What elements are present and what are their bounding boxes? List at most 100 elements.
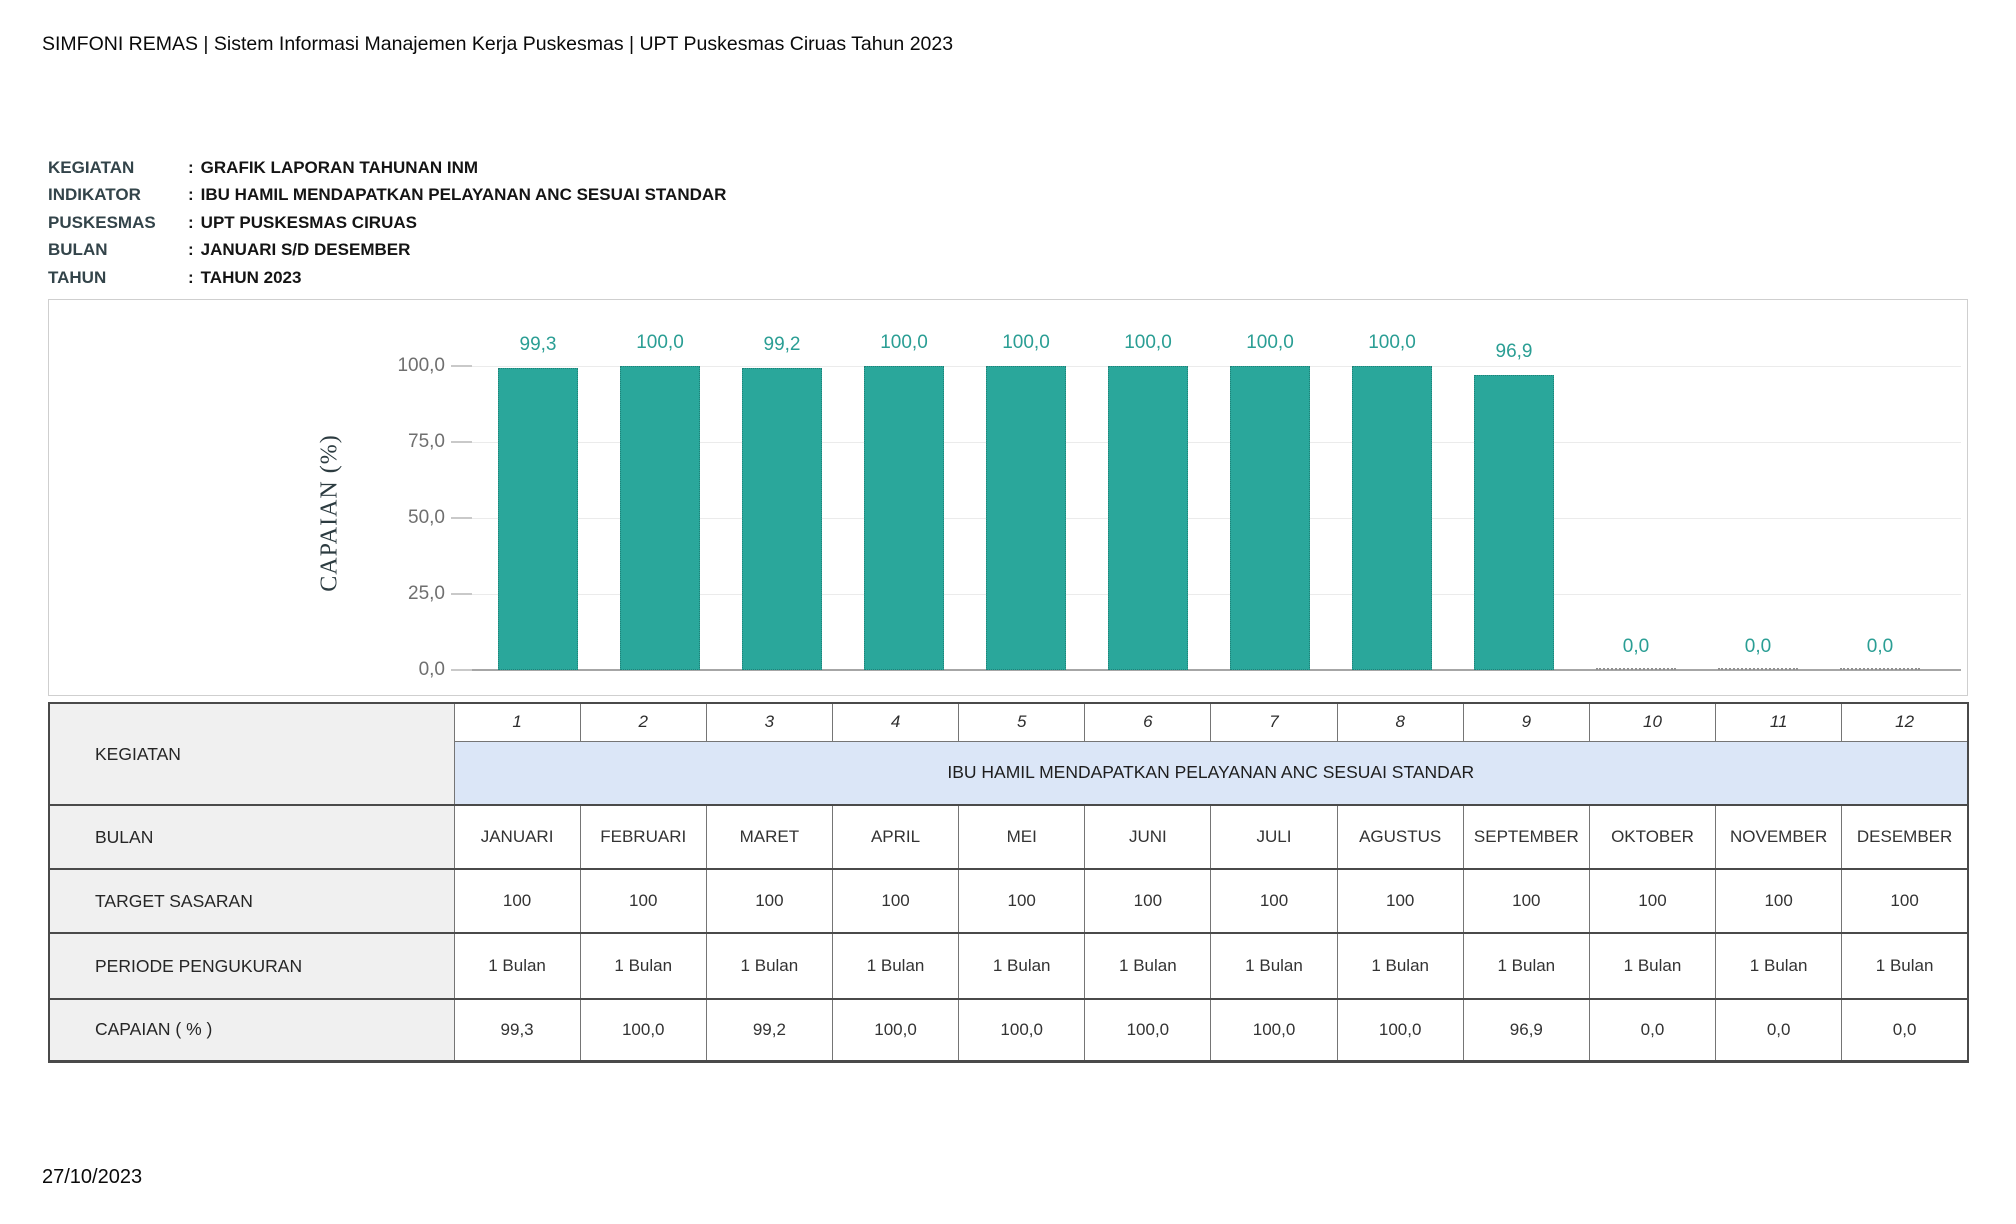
report-table: KEGIATAN 1 2 3 4 5 6 7 8 9 10 11 12 IBU HAMIL MENDA…: [48, 702, 1969, 1063]
y-tick-mark: [451, 517, 472, 519]
y-tick-label: 0,0: [418, 659, 445, 680]
y-tick-mark: [451, 441, 472, 443]
meta-label: BULAN: [48, 240, 108, 260]
row-label-bulan: BULAN: [48, 804, 455, 870]
y-tick-label: 75,0: [408, 431, 445, 452]
bar: [986, 366, 1066, 670]
bar: [742, 368, 822, 670]
bar-value-label: 100,0: [1246, 332, 1294, 353]
y-tick-mark: [451, 365, 472, 367]
meta-label: TAHUN: [48, 267, 107, 287]
table-cell: 1 Bulan: [1462, 932, 1590, 1000]
table-cell: 100: [1715, 868, 1843, 934]
column-number-cell: 12: [1841, 702, 1969, 742]
bar: [1230, 366, 1310, 670]
bar-value-label: 100,0: [1368, 332, 1416, 353]
row-label-periode-pengukuran: PERIODE PENGUKURAN: [48, 932, 455, 1000]
table-cell: 100: [1336, 868, 1464, 934]
bar-value-label: 99,3: [519, 334, 557, 355]
table-cell: 1 Bulan: [958, 932, 1086, 1000]
column-number-cell: 6: [1084, 702, 1212, 742]
table-cell: APRIL: [831, 804, 960, 870]
bar-value-label: 100,0: [1002, 332, 1050, 353]
bar-value-label: 100,0: [1124, 332, 1172, 353]
table-row-capaian: CAPAIAN ( % ) 99,3 100,0 99,2 100,0 100,0 100…: [48, 998, 1969, 1062]
table-cell: 100,0: [831, 998, 960, 1062]
bar: [1474, 375, 1554, 670]
table-cell: NOVEMBER: [1715, 804, 1843, 870]
table-row-target: TARGET SASARAN 100 100 100 100 100 100 100 100 1…: [48, 868, 1969, 934]
meta-row-indikator: INDIKATOR : IBU HAMIL MENDAPATKAN PELAYA…: [48, 182, 726, 210]
table-cell: 1 Bulan: [1336, 932, 1464, 1000]
column-number-cell: 5: [958, 702, 1086, 742]
table-cell: 100,0: [958, 998, 1086, 1062]
meta-colon: :: [188, 240, 194, 260]
bar-value-label: 0,0: [1866, 636, 1894, 657]
zero-bar-marker: [1718, 668, 1798, 670]
column-number-cell: 4: [831, 702, 960, 742]
table-cell: 100: [1210, 868, 1338, 934]
table-cell: 100: [1084, 868, 1212, 934]
column-number-cell: 10: [1588, 702, 1717, 742]
chart-plot: 100,0 75,0 50,0 25,0 0,0 99,3 100,0 99,2 100,0 10…: [49, 300, 1967, 695]
bar-value-label: 100,0: [636, 332, 684, 353]
meta-value: UPT PUSKESMAS CIRUAS: [200, 212, 417, 232]
table-cell: JULI: [1210, 804, 1338, 870]
column-number-cell: 8: [1336, 702, 1464, 742]
y-tick-mark: [451, 593, 472, 595]
table-cell: 100: [579, 868, 707, 934]
column-number-cell: 11: [1715, 702, 1843, 742]
bar-value-label: 96,9: [1495, 341, 1533, 362]
meta-row-tahun: TAHUN : TAHUN 2023: [48, 264, 726, 292]
table-row-numbers: KEGIATAN 1 2 3 4 5 6 7 8 9 10 11 12: [48, 702, 1969, 806]
row-label-target-sasaran: TARGET SASARAN: [48, 868, 455, 934]
gridline: [472, 669, 1961, 671]
table-cell: 100,0: [1084, 998, 1212, 1062]
table-row-bulan: BULAN JANUARI FEBRUARI MARET APRIL MEI JUNI JU…: [48, 804, 1969, 870]
meta-colon: :: [188, 185, 194, 205]
table-cell: DESEMBER: [1841, 804, 1969, 870]
table-cell: 1 Bulan: [1715, 932, 1843, 1000]
table-cell: 100: [958, 868, 1086, 934]
meta-value: JANUARI S/D DESEMBER: [200, 240, 411, 260]
table-cell: 100,0: [1210, 998, 1338, 1062]
meta-row-bulan: BULAN : JANUARI S/D DESEMBER: [48, 237, 726, 265]
bar-value-label: 0,0: [1744, 636, 1772, 657]
table-cell: 1 Bulan: [1588, 932, 1717, 1000]
table-cell: 1 Bulan: [453, 932, 581, 1000]
table-cell: 100,0: [579, 998, 707, 1062]
bar: [864, 366, 944, 670]
table-cell: 100: [831, 868, 960, 934]
column-number-cell: 9: [1462, 702, 1590, 742]
y-tick-label: 100,0: [397, 355, 445, 376]
table-cell: OKTOBER: [1588, 804, 1717, 870]
table-cell: 1 Bulan: [1210, 932, 1338, 1000]
bar: [620, 366, 700, 670]
table-cell: 100,0: [1336, 998, 1464, 1062]
row-label-capaian: CAPAIAN ( % ): [48, 998, 455, 1062]
table-cell: JANUARI: [453, 804, 581, 870]
indicator-cell: IBU HAMIL MENDAPATKAN PELAYANAN ANC SESU…: [453, 740, 1969, 806]
table-cell: FEBRUARI: [579, 804, 707, 870]
meta-value: TAHUN 2023: [200, 267, 302, 287]
footer-date: 27/10/2023: [42, 1166, 143, 1188]
meta-row-kegiatan: KEGIATAN : GRAFIK LAPORAN TAHUNAN INM: [48, 154, 726, 182]
y-tick-label: 50,0: [408, 507, 445, 528]
column-number-cell: 2: [579, 702, 707, 742]
table-row-indicator: IBU HAMIL MENDAPATKAN PELAYANAN ANC SESU…: [49, 740, 1969, 806]
column-number-cell: 7: [1210, 702, 1338, 742]
table-cell: 99,3: [453, 998, 581, 1062]
bar-value-label: 99,2: [763, 334, 801, 355]
table-cell: AGUSTUS: [1336, 804, 1464, 870]
bar-value-label: 0,0: [1622, 636, 1650, 657]
meta-row-puskesmas: PUSKESMAS : UPT PUSKESMAS CIRUAS: [48, 209, 726, 237]
table-cell: 100: [1841, 868, 1969, 934]
meta-label: PUSKESMAS: [48, 212, 156, 232]
bar: [1352, 366, 1432, 670]
page-title: SIMFONI REMAS | Sistem Informasi Manajem…: [42, 33, 954, 55]
meta-colon: :: [188, 157, 194, 177]
y-tick-label: 25,0: [408, 583, 445, 604]
gridline: [472, 518, 1961, 519]
table-cell: 100: [705, 868, 833, 934]
table-cell: 1 Bulan: [579, 932, 707, 1000]
